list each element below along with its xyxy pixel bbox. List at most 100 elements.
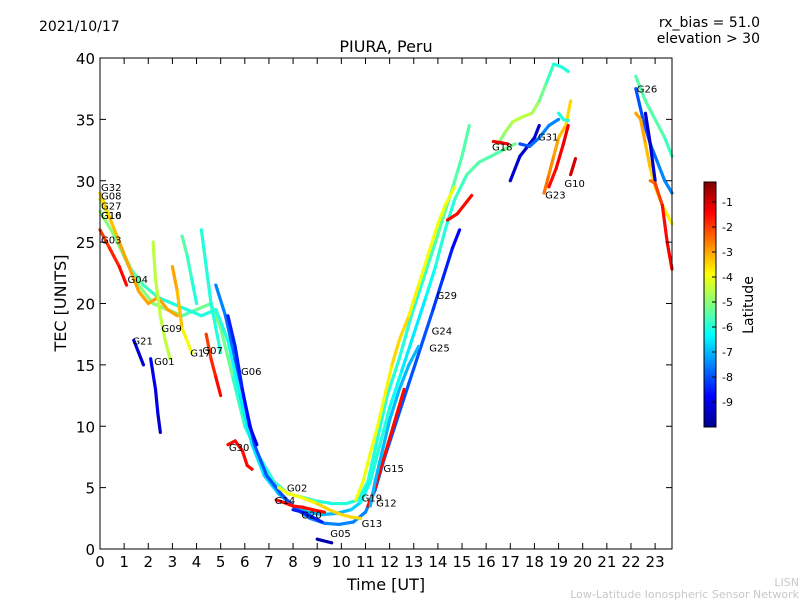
tec-trace-segment — [433, 228, 447, 269]
tec-trace-segment — [388, 412, 399, 441]
x-tick-label: 7 — [264, 553, 274, 571]
x-tick-label: 12 — [380, 553, 399, 571]
tec-trace-segment — [226, 338, 242, 398]
tec-trace-segment — [291, 508, 305, 514]
prn-label: G01 — [154, 357, 174, 368]
tec-trace-segment — [117, 240, 131, 269]
prn-label: G24 — [432, 327, 452, 338]
date-label: 2021/10/17 — [39, 19, 120, 35]
x-tick-label: 16 — [477, 553, 496, 571]
tec-trace-segment — [226, 314, 237, 349]
tec-trace-segment — [240, 387, 252, 428]
prn-label: G27 — [101, 201, 121, 212]
tec-trace-segment — [209, 357, 218, 379]
colorbar-tick-label: -7 — [722, 346, 733, 359]
rx-bias-label: rx_bias = 51.0 — [659, 15, 760, 31]
tec-trace-segment — [190, 277, 199, 306]
tec-trace-segment — [305, 498, 319, 506]
tec-trace-segment — [349, 500, 363, 512]
x-tick-label: 23 — [646, 553, 665, 571]
tec-trace-segment — [366, 436, 380, 484]
tec-trace-segment — [337, 520, 356, 527]
tec-trace-segment — [240, 449, 249, 468]
footer-long: Low-Latitude Ionospheric Sensor Network — [570, 588, 799, 600]
tec-trace-segment — [219, 326, 235, 379]
tec-trace-segment — [214, 326, 223, 355]
tec-trace-segment — [185, 252, 194, 281]
tec-trace-segment — [214, 308, 230, 342]
tec-trace-segment — [561, 117, 570, 123]
tec-trace-segment — [547, 117, 561, 128]
tec-trace-segment — [137, 289, 150, 306]
x-tick-label: 19 — [549, 553, 568, 571]
tec-trace-segment — [508, 166, 517, 183]
tec-trace-segment — [296, 494, 310, 502]
tec-trace-segment — [395, 387, 406, 416]
tec-trace-segment — [501, 142, 517, 152]
x-tick-label: 18 — [525, 553, 544, 571]
prn-label: G26 — [637, 85, 657, 96]
tec-trace-segment — [108, 215, 121, 244]
plot-frame — [99, 57, 673, 550]
colorbar-ticks: -1 -2 -3 -4 -5 -6 -7 -8 -9 — [712, 196, 733, 409]
tec-trace-segment — [634, 74, 648, 103]
tec-trace-segment — [180, 308, 199, 318]
tec-trace-segment — [204, 265, 213, 306]
tec-trace-segment — [639, 117, 648, 146]
tec-trace-segment — [443, 185, 457, 207]
tec-trace-segment — [349, 515, 363, 520]
tec-trace-segment — [547, 166, 558, 189]
y-axis-label: TEC [UNITS] — [51, 255, 70, 353]
prn-label: G12 — [376, 498, 396, 509]
tec-trace-segment — [361, 451, 372, 484]
tec-trace-segment — [530, 99, 541, 115]
y-tick-label: 15 — [76, 357, 95, 375]
tec-trace-segment — [665, 240, 674, 271]
colorbar-tick-label: -2 — [722, 221, 733, 234]
colorbar-tick-label: -8 — [722, 371, 733, 384]
y-tick-label: 20 — [76, 296, 95, 314]
tec-trace-segment — [98, 209, 117, 238]
tec-trace-segment — [421, 240, 438, 281]
tec-trace-segment — [400, 332, 416, 373]
prn-label: G25 — [429, 344, 449, 355]
prn-label: G09 — [161, 324, 181, 335]
tec-trace-segment — [315, 499, 334, 506]
tec-trace-segment — [395, 381, 411, 422]
tec-trace-segment — [108, 246, 121, 269]
tec-trace-segment — [378, 406, 392, 447]
prn-label: G29 — [436, 291, 456, 302]
tec-trace-segment — [511, 115, 524, 124]
tec-trace-segment — [146, 295, 160, 306]
tec-trace-segment — [489, 148, 505, 158]
tec-trace-segment — [397, 314, 413, 361]
tec-trace-segment — [117, 265, 129, 287]
tec-trace-segment — [250, 443, 266, 477]
tec-trace-segment — [276, 486, 290, 496]
tec-trace-segment — [233, 344, 244, 392]
tec-trace-segment — [397, 314, 411, 342]
y-tick-label: 30 — [76, 173, 95, 191]
tec-trace-segment — [359, 479, 372, 504]
prn-label: G21 — [132, 336, 152, 347]
tec-trace-segment — [453, 173, 469, 201]
tec-trace-segment — [245, 463, 254, 471]
colorbar-tick-label: -5 — [722, 296, 733, 309]
x-tick-label: 6 — [240, 553, 250, 571]
tec-trace-segment — [380, 436, 392, 465]
prn-label: G17 — [190, 349, 210, 360]
tec-trace-segment — [180, 326, 189, 342]
tec-trace-segment — [368, 424, 380, 455]
prn-label: G05 — [330, 529, 350, 540]
y-tick-label: 25 — [76, 234, 95, 252]
tec-trace-segment — [325, 540, 334, 545]
x-tick-label: 11 — [356, 553, 375, 571]
tec-trace-segment — [354, 479, 365, 502]
tec-trace-segment — [233, 439, 244, 453]
tec-trace-segment — [433, 209, 447, 244]
prn-label: G06 — [241, 367, 261, 378]
prn-label: G03 — [101, 236, 121, 247]
elevation-label: elevation > 30 — [657, 31, 760, 47]
tec-trace-segment — [554, 142, 565, 171]
tec-trace-segment — [301, 510, 314, 519]
